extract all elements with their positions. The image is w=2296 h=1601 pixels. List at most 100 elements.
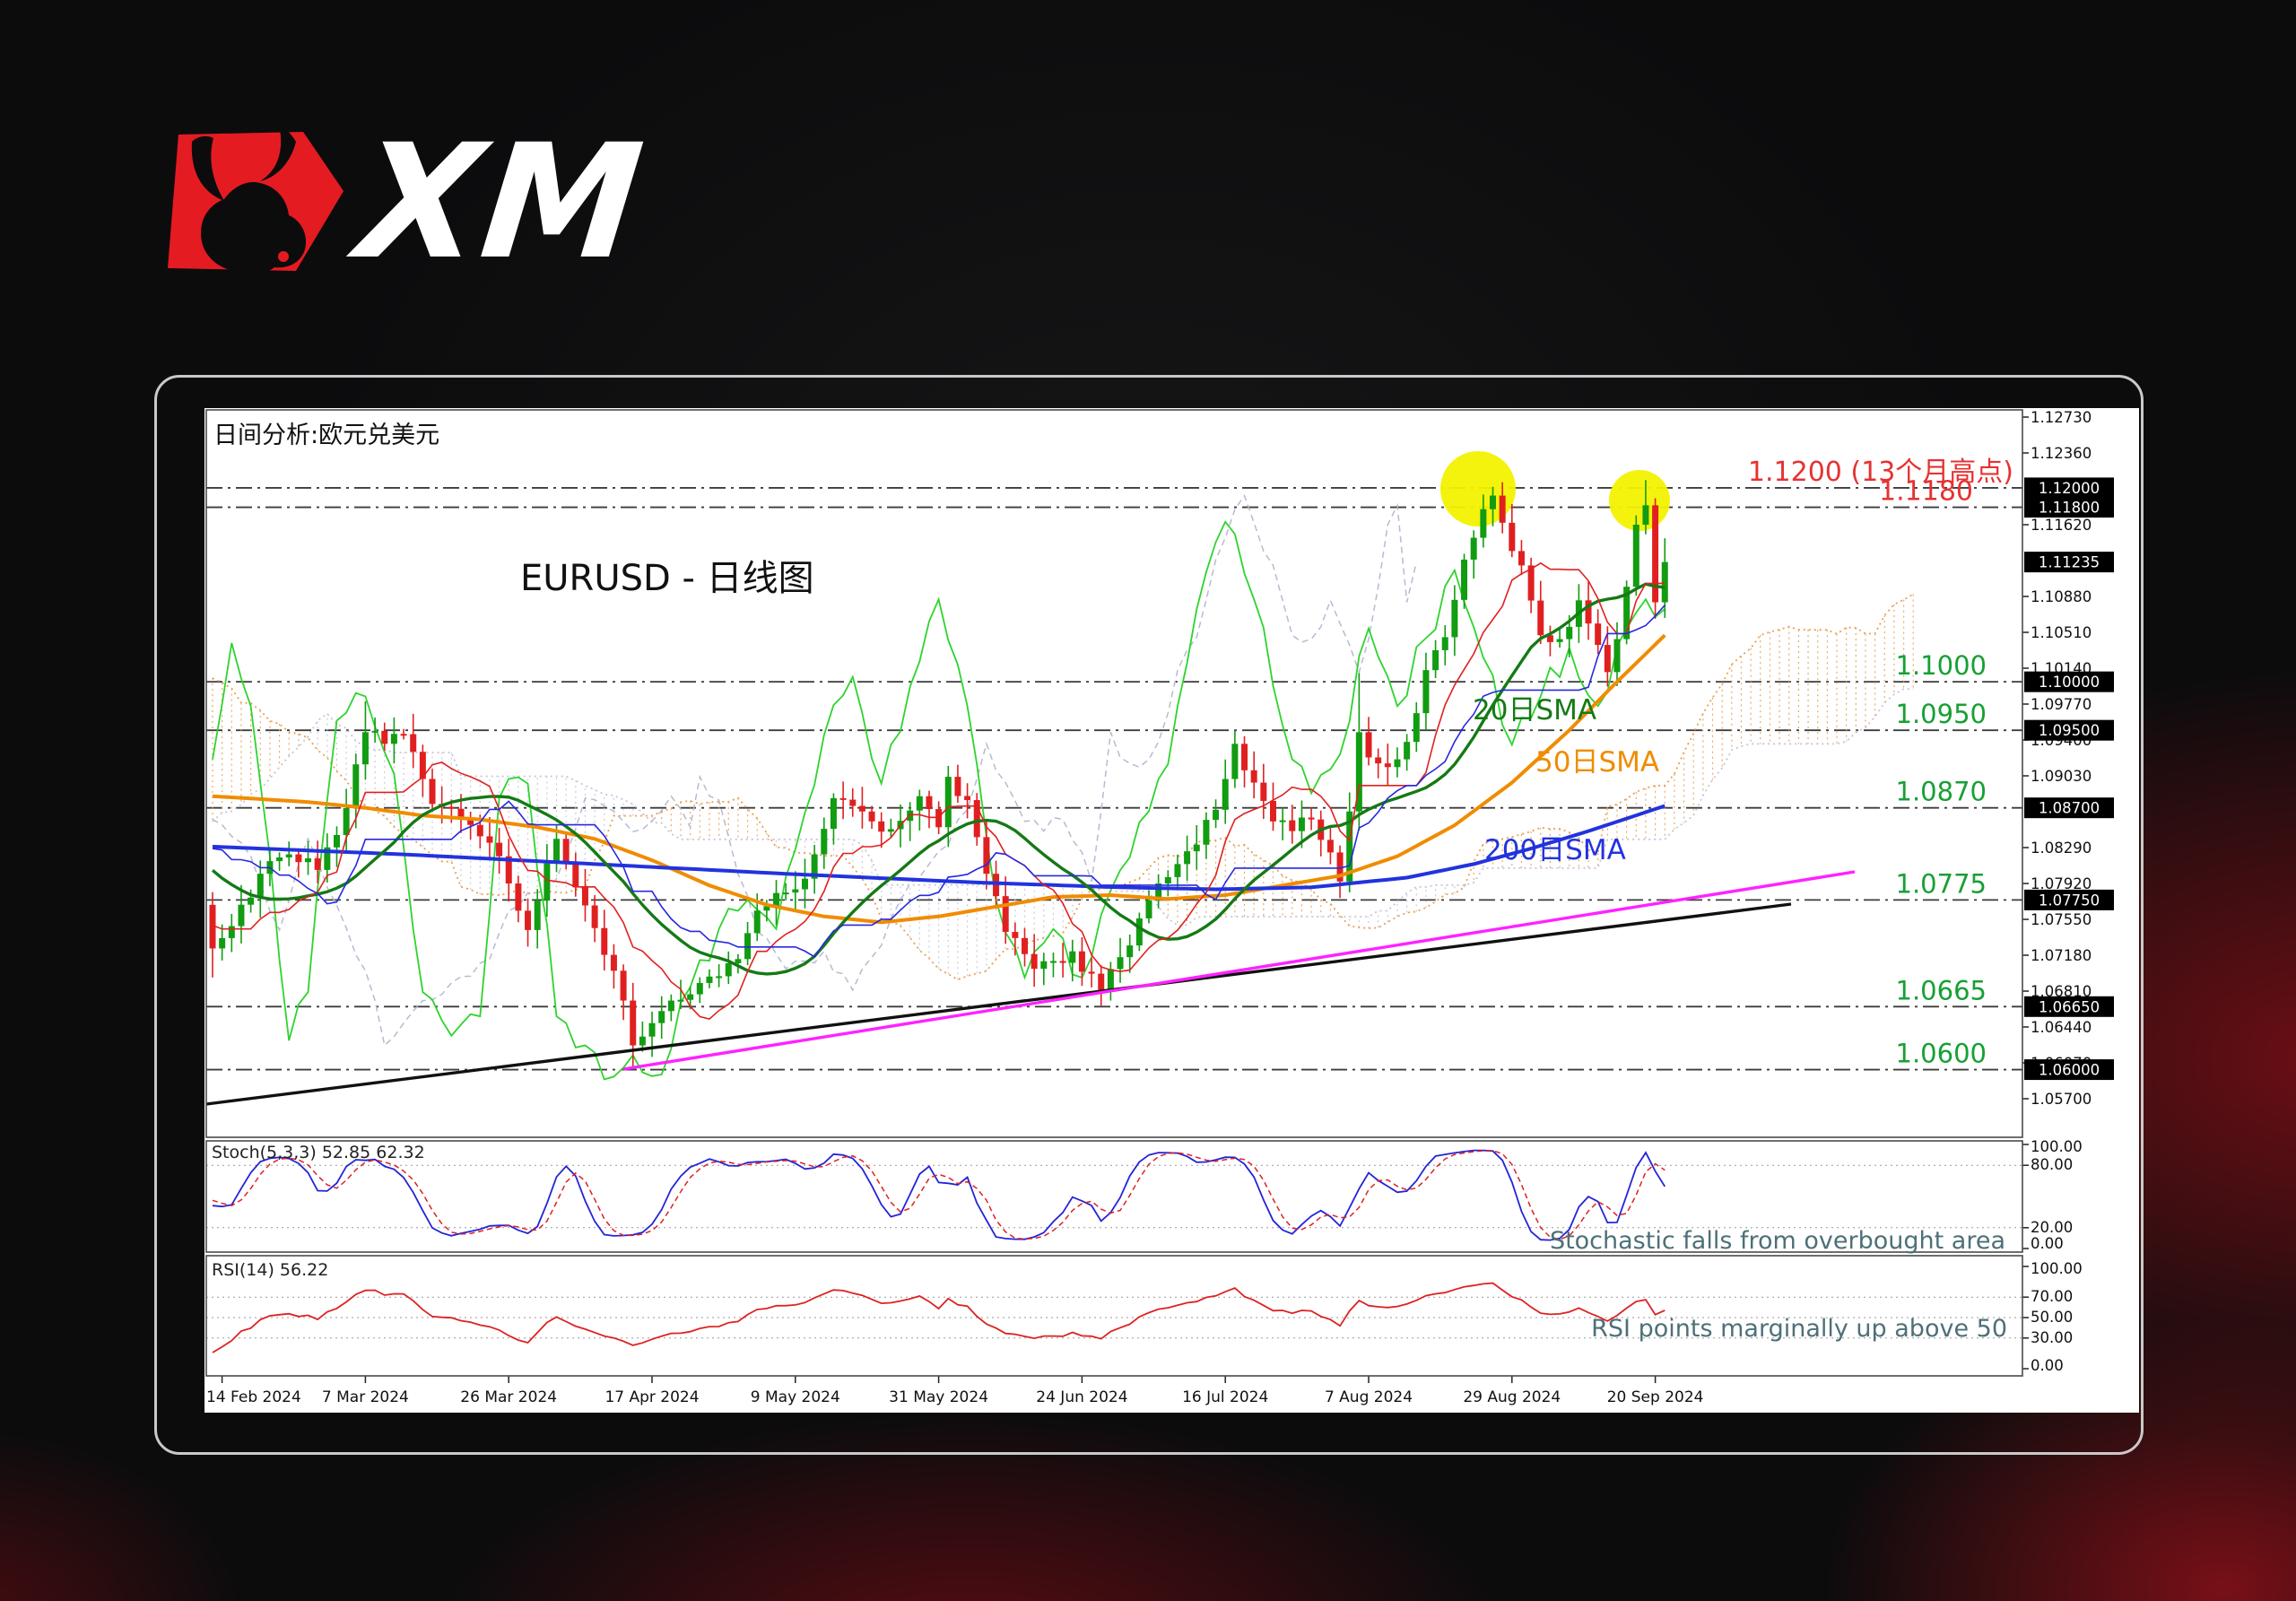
candle-body (1164, 876, 1171, 883)
candle-body (1346, 811, 1353, 882)
candle-body (1394, 759, 1401, 768)
candle-body (1145, 900, 1152, 918)
candle-body (1613, 639, 1621, 673)
candle-body (1404, 742, 1411, 760)
candle-body (1135, 918, 1143, 946)
panel-borders (205, 409, 2023, 1377)
candle-body (1413, 713, 1420, 743)
candle-body (1002, 896, 1009, 933)
candle-body (1193, 844, 1200, 852)
chikou-line (212, 493, 1418, 1047)
candle-body (964, 796, 971, 801)
candle-body (1546, 635, 1553, 642)
candle-body (400, 734, 407, 736)
candle-body (1059, 961, 1066, 963)
candle-body (1098, 973, 1105, 990)
date-label: 14 Feb 2024 (206, 1388, 301, 1406)
rsi-label: RSI(14) 56.22 (212, 1260, 328, 1280)
axis-badge-label: 1.06650 (2039, 998, 2100, 1015)
candle-body (1326, 840, 1334, 853)
highlight-circle (1440, 451, 1516, 526)
candle-body (811, 854, 818, 879)
candle-body (1174, 864, 1181, 877)
level-label: 1.0665 (1896, 975, 1987, 1005)
candle-body (1461, 559, 1468, 600)
stoch-k-line (212, 1149, 1666, 1241)
axis-badge-label: 1.07750 (2039, 892, 2100, 909)
date-label: 9 May 2024 (751, 1388, 840, 1406)
candle-body (601, 927, 608, 955)
candle-body (1384, 763, 1391, 768)
candle-body (677, 999, 684, 1002)
candle-body (238, 904, 245, 927)
bull-right-horn (260, 128, 296, 181)
axis-price-badge (2024, 552, 2114, 573)
axis-label: 1.08290 (2031, 840, 2092, 857)
candle-body (1422, 670, 1430, 714)
candle-body (801, 878, 808, 890)
candle-body (371, 730, 378, 733)
candle-body (1078, 951, 1085, 972)
candle-body (1441, 637, 1448, 650)
level-label: 1.0870 (1896, 777, 1987, 807)
bull-nostril (278, 251, 289, 262)
candle-body (515, 883, 522, 911)
candle-body (1269, 800, 1276, 822)
candle-body (1480, 509, 1487, 538)
candle-body (324, 847, 331, 870)
candle-body (983, 837, 990, 874)
candle-body (1012, 932, 1019, 938)
stoch-panel-border (205, 1140, 2023, 1253)
candle-body (716, 976, 723, 979)
magenta-trendline (622, 870, 1856, 1071)
chart-panel-frame (154, 375, 2144, 1455)
candle-body (1298, 817, 1305, 831)
rsi-scale-label: 0.00 (2031, 1357, 2064, 1374)
axis-price-badge (2024, 477, 2114, 499)
candle-body (1031, 953, 1038, 970)
stoch-d-line (212, 1150, 1665, 1240)
level-label: 1.1000 (1896, 650, 1987, 681)
level-label: 1.0950 (1896, 699, 1987, 729)
candle-body (773, 892, 780, 907)
candle-body (1126, 945, 1134, 958)
chart-background (204, 408, 2139, 1413)
candle-body (1642, 505, 1649, 525)
candle-body (410, 734, 417, 753)
axis-label: 1.10880 (2031, 588, 2092, 605)
candle-body (333, 834, 340, 848)
candle-body (735, 959, 742, 963)
stoch-scale-label: 100.00 (2031, 1138, 2083, 1155)
candle-body (993, 874, 1000, 897)
candle-body (257, 874, 264, 898)
axis-badge-label: 1.10000 (2039, 674, 2100, 691)
axis-badge-label: 1.08700 (2039, 800, 2100, 817)
candle-body (658, 1011, 665, 1023)
candle-body (868, 811, 875, 822)
axis-label: 1.07550 (2031, 911, 2092, 928)
axis-badge-label: 1.12000 (2039, 480, 2100, 497)
axis-price-badge (2024, 719, 2114, 741)
axis-label: 1.11620 (2031, 517, 2092, 534)
candle-body (1527, 565, 1535, 601)
candle-body (476, 824, 483, 837)
candle-body (496, 842, 503, 857)
candle-body (1203, 820, 1210, 845)
symbol-title: EURUSD - 日线图 (520, 558, 814, 599)
candle-body (1069, 951, 1076, 963)
level-label: 1.1180 (1879, 476, 1973, 508)
rsi-panel-border (205, 1255, 2023, 1377)
black-trendline (205, 902, 1792, 1106)
date-label: 29 Aug 2024 (1463, 1388, 1561, 1406)
candle-body (1537, 600, 1544, 636)
candle-body (525, 910, 532, 930)
candle-body (352, 764, 360, 809)
candle-body (1336, 852, 1344, 882)
candle-body (1289, 820, 1296, 831)
candle-body (725, 962, 732, 977)
candle-body (457, 808, 465, 820)
rsi-line (212, 1282, 1665, 1353)
